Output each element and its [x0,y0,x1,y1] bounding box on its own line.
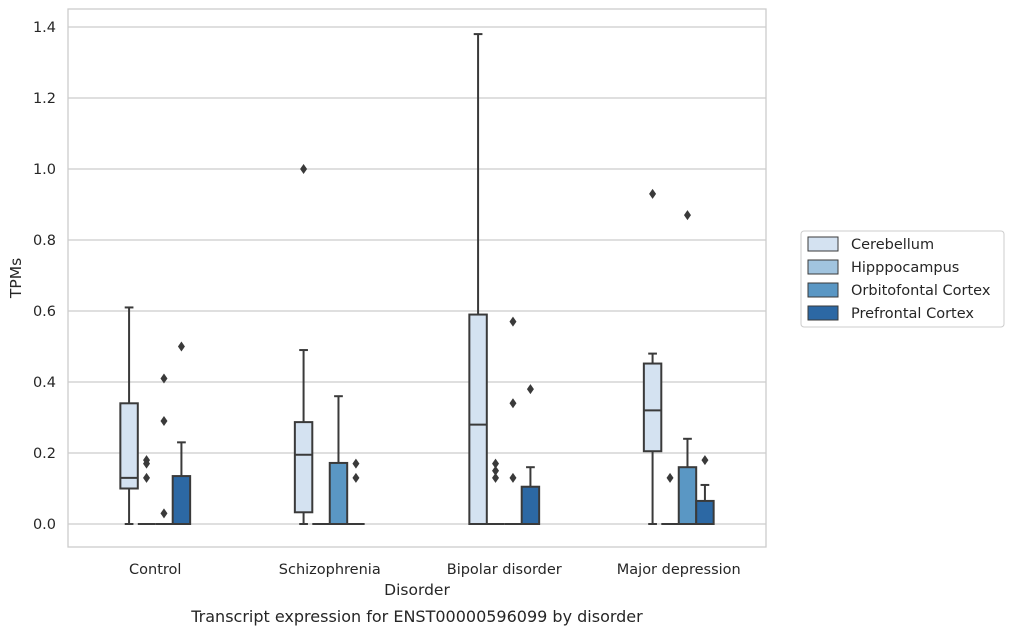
outlier-point [160,373,168,384]
legend: Cerebellum Hipppocampus Orbitofontal Corte… [800,230,1005,328]
box-prefrontal-cortex [347,458,365,525]
outlier-point [509,398,517,409]
box-orbitofontal-cortex [504,316,522,525]
outlier-point [666,472,674,483]
y-axis-ticks: 0.0 0.2 0.4 0.6 0.8 1.0 1.2 1.4 [33,20,56,533]
legend-frame [800,230,1005,328]
outlier-point [509,472,517,483]
box-iqr [171,475,192,526]
legend-label: Orbitofontal Cortex [851,283,991,299]
x-axis-ticks: Control Schizophrenia Bipolar disorder Majo… [129,562,741,578]
y-tick-label: 1.4 [33,20,56,36]
box-hipppocampus [137,455,156,525]
outlier-point [300,164,308,174]
outlier-point [160,416,168,427]
y-tick-label: 0.0 [33,517,56,533]
box-orbitofontal-cortex [328,395,349,526]
box-hipppocampus [486,458,505,525]
y-tick-label: 1.2 [33,91,56,107]
x-tick-label: Bipolar disorder [447,562,562,578]
legend-swatch [807,305,839,321]
box-iqr [695,499,715,525]
plot-frame [67,8,767,548]
box-prefrontal-cortex [171,341,192,526]
outlier-point [492,465,500,476]
legend-swatch [807,236,839,252]
x-tick-label: Control [129,562,181,578]
x-tick-label: Major depression [617,562,741,578]
box-prefrontal-cortex [520,384,541,526]
chart-caption: Transcript expression for ENST0000059609… [190,607,643,626]
box-prefrontal-cortex [695,455,715,525]
legend-label: Hipppocampus [851,260,959,276]
outlier-point [352,458,360,469]
y-tick-label: 0.8 [33,233,56,249]
legend-label: Cerebellum [851,237,934,253]
x-axis-label: Disorder [384,581,450,599]
y-tick-label: 0.4 [33,375,56,391]
box-cerebellum [642,188,663,525]
outlier-point [160,508,168,519]
outlier-point [492,458,500,469]
box-iqr [642,362,663,453]
box-series [119,33,715,526]
box-iqr [520,485,541,526]
legend-label: Prefrontal Cortex [851,306,974,322]
legend-swatch [807,282,839,298]
outlier-point [492,472,500,483]
box-orbitofontal-cortex [677,210,698,526]
y-tick-label: 0.6 [33,304,56,320]
outlier-point [143,458,151,469]
outlier-point [143,472,151,483]
box-cerebellum [468,33,488,525]
box-iqr [119,402,139,490]
box-orbitofontal-cortex [155,373,173,525]
box-hipppocampus [661,472,679,525]
outlier-point [509,316,517,327]
box-iqr [293,421,314,514]
box-cerebellum [293,164,314,525]
legend-swatch [807,259,839,275]
y-axis-label: TPMs [7,258,25,299]
y-tick-label: 1.0 [33,162,56,178]
outlier-point [526,384,534,395]
outlier-point [352,472,360,483]
outlier-point [649,188,657,199]
box-iqr [328,461,349,526]
y-tick-label: 0.2 [33,446,56,462]
box-iqr [468,313,488,525]
outlier-point [683,210,691,221]
box-iqr [677,466,698,526]
outlier-point [177,341,185,352]
box-cerebellum [119,306,139,525]
outlier-point [701,455,709,466]
x-tick-label: Schizophrenia [279,562,381,578]
